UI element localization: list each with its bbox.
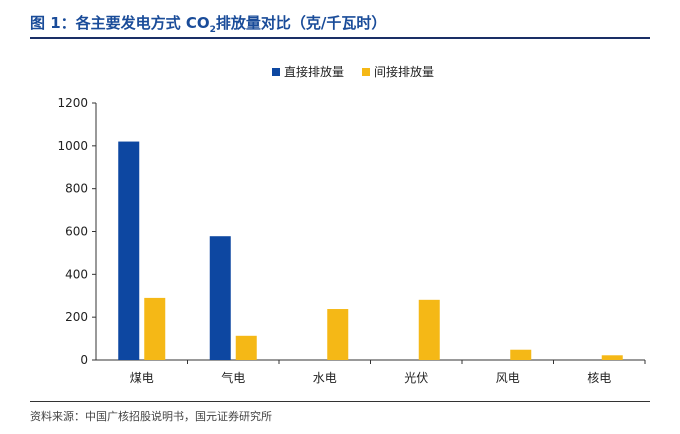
- y-tick-label: 1000: [57, 139, 88, 153]
- bar-indirect: [144, 297, 166, 360]
- bar-indirect: [510, 349, 532, 360]
- y-tick-label: 400: [65, 267, 88, 281]
- bar-indirect: [601, 355, 623, 360]
- figure-title-text: 图 1：各主要发电方式 CO: [30, 14, 210, 32]
- bar-indirect: [235, 335, 257, 360]
- bar-direct: [209, 236, 231, 360]
- legend-label-direct: 直接排放量: [284, 64, 344, 79]
- x-category-label: 风电: [496, 371, 520, 385]
- x-category-label: 煤电: [130, 371, 154, 385]
- figure-title-subscript: 2: [209, 25, 216, 35]
- y-tick-label: 0: [80, 353, 88, 367]
- bar-indirect: [418, 299, 440, 360]
- figure-title: 图 1：各主要发电方式 CO2排放量对比（克/千瓦时）: [30, 12, 386, 35]
- x-category-label: 光伏: [404, 371, 428, 385]
- legend-swatch-indirect: [362, 68, 370, 76]
- figure-title-unit: 排放量对比（克/千瓦时）: [215, 14, 387, 32]
- source-divider: [30, 401, 650, 402]
- bar-indirect: [327, 309, 349, 360]
- source-note: 资料来源：中国广核招股说明书，国元证券研究所: [30, 410, 272, 423]
- bar-chart: 0 200 400 600 800 1000 1200 煤电 气电 水电 光伏 风电 核电 直接排放量 间接…: [57, 64, 646, 385]
- y-tick-label: 800: [65, 182, 88, 196]
- bar-direct: [118, 141, 140, 360]
- y-tick-label: 600: [65, 225, 88, 239]
- x-category-label: 核电: [587, 371, 611, 385]
- legend-swatch-direct: [272, 68, 280, 76]
- legend-label-indirect: 间接排放量: [374, 64, 434, 79]
- y-tick-label: 200: [65, 310, 88, 324]
- y-tick-label: 1200: [57, 96, 88, 110]
- x-category-label: 水电: [313, 371, 337, 385]
- title-divider: [30, 37, 650, 39]
- x-category-label: 气电: [221, 370, 245, 385]
